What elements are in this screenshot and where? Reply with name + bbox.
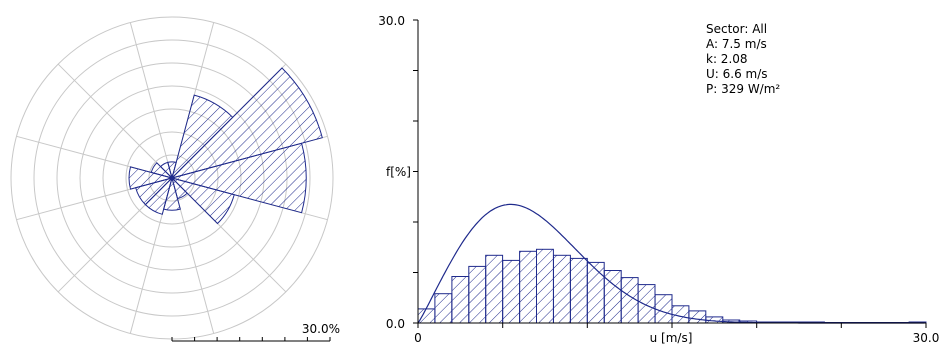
hist-bar [569, 257, 588, 324]
stat-a: A: 7.5 m/s [706, 37, 767, 51]
hist-bar [654, 294, 673, 324]
hist-bar [417, 308, 436, 324]
rose-sector-270deg [128, 166, 174, 190]
stats-panel: Sector: All A: 7.5 m/s k: 2.08 U: 6.6 m/… [706, 22, 780, 97]
y-tick-max: 30.0 [378, 14, 405, 28]
hist-bar [688, 310, 707, 324]
axis-ticks [413, 19, 927, 328]
wind-rose [10, 16, 334, 340]
stat-sector: Sector: All [706, 22, 768, 36]
hist-bar [451, 276, 470, 324]
y-tick-min: 0.0 [386, 317, 405, 331]
rose-center [169, 175, 175, 181]
rose-sector-60deg [170, 67, 323, 179]
x-tick-max: 30.0 [913, 331, 940, 345]
hist-bar [553, 254, 571, 324]
x-tick-min: 0 [414, 331, 422, 345]
hist-bar [536, 248, 554, 324]
hist-bar [502, 259, 521, 324]
rose-spoke [57, 63, 173, 179]
rose-sector-90deg [170, 142, 307, 214]
rose-scale-label: 30.0% [302, 322, 340, 336]
rose-sector-330deg [159, 161, 173, 180]
x-axis-label: u [m/s] [650, 331, 693, 345]
hist-bar [586, 261, 605, 324]
histogram [417, 203, 927, 324]
rose-spoke [129, 22, 173, 179]
stat-u: U: 6.6 m/s [706, 67, 768, 81]
stat-p: P: 329 W/m² [706, 82, 781, 96]
y-axis-label: f[%] [386, 165, 411, 179]
rose-ring [33, 39, 311, 317]
rose-scale-ticks [171, 337, 331, 341]
stat-k: k: 2.08 [706, 52, 748, 66]
hist-bar [637, 284, 656, 324]
hist-bar [434, 293, 453, 324]
rose-sector-300deg [150, 162, 174, 179]
hist-bar [468, 265, 487, 324]
hist-bar [519, 250, 537, 324]
hist-bar [485, 254, 504, 324]
rose-sector-120deg [170, 177, 235, 225]
